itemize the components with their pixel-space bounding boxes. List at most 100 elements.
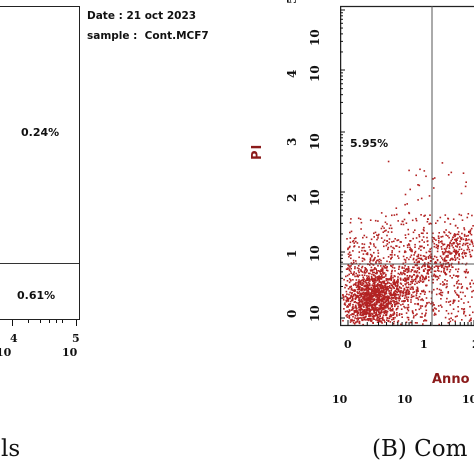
event-dot: [372, 280, 374, 283]
event-dot: [427, 265, 429, 268]
event-dot: [380, 259, 382, 262]
event-dot: [345, 275, 347, 278]
event-dot: [345, 295, 347, 298]
event-dot: [346, 314, 349, 316]
event-dot: [424, 258, 427, 260]
event-dot: [404, 277, 406, 280]
event-dot: [435, 244, 438, 246]
event-dot: [391, 294, 394, 296]
panel-a: 0.24% 0.61% 4 10 5 10 ls: [0, 0, 90, 474]
event-dot: [376, 309, 379, 311]
event-dot: [364, 298, 367, 301]
event-dot: [418, 257, 420, 260]
event-dot: [441, 242, 443, 245]
event-dot: [372, 285, 375, 287]
event-dot: [391, 266, 394, 269]
event-dot: [439, 304, 442, 307]
event-dot: [378, 233, 380, 236]
event-dot: [410, 270, 412, 273]
event-dot: [387, 248, 389, 251]
event-dot: [418, 266, 420, 269]
event-dot: [369, 315, 371, 317]
event-dot: [350, 267, 352, 270]
event-dot: [369, 302, 371, 305]
event-dot: [381, 225, 384, 228]
event-dot: [402, 294, 404, 296]
event-dot: [397, 297, 400, 300]
event-dot: [468, 231, 470, 233]
event-dot: [393, 301, 395, 304]
event-dot: [376, 276, 379, 278]
event-dot: [363, 281, 365, 283]
event-dot: [362, 323, 364, 326]
event-dot: [460, 214, 463, 217]
event-dot: [379, 293, 382, 295]
event-dot: [401, 291, 403, 294]
event-dot: [432, 241, 434, 243]
event-dot: [424, 305, 427, 308]
event-dot: [367, 319, 370, 322]
event-dot: [394, 305, 396, 308]
event-dot: [433, 275, 435, 277]
event-dot: [449, 275, 451, 277]
event-dot: [350, 309, 353, 311]
event-dot: [359, 310, 361, 312]
event-dot: [419, 168, 421, 171]
event-dot: [369, 294, 371, 297]
event-dot: [388, 302, 391, 304]
event-dot: [423, 170, 426, 172]
event-dot: [419, 279, 421, 281]
event-dot: [391, 256, 393, 259]
event-dot: [364, 272, 367, 274]
event-dot: [353, 273, 355, 276]
event-dot: [406, 257, 408, 259]
event-dot: [385, 300, 387, 303]
event-dot: [352, 303, 354, 306]
event-dot: [348, 278, 351, 280]
event-dot: [419, 307, 422, 309]
event-dot: [415, 309, 417, 311]
event-dot: [420, 245, 423, 248]
event-dot: [411, 250, 413, 253]
event-dot: [354, 297, 356, 300]
event-dot: [433, 255, 436, 258]
event-dot: [457, 276, 459, 278]
event-dot: [355, 286, 358, 288]
event-dot: [419, 316, 422, 318]
event-dot: [370, 317, 372, 320]
event-dot: [456, 287, 459, 289]
event-dot: [374, 293, 377, 295]
event-dot: [386, 319, 388, 321]
event-dot: [429, 222, 432, 225]
event-dot: [373, 291, 376, 293]
event-dot: [380, 312, 382, 315]
event-dot: [449, 269, 452, 271]
event-dot: [363, 243, 366, 246]
event-dot: [380, 227, 383, 230]
event-dot: [360, 221, 363, 224]
event-dot: [355, 260, 357, 262]
event-dot: [400, 272, 402, 274]
event-dot: [360, 314, 363, 317]
event-dot: [359, 305, 362, 307]
event-dot: [372, 288, 374, 291]
event-dot: [401, 313, 403, 315]
event-dot: [399, 241, 402, 243]
event-dot: [470, 227, 473, 230]
event-dot: [434, 274, 437, 277]
event-dot: [394, 303, 396, 306]
event-dot: [394, 283, 397, 285]
event-dot: [445, 247, 448, 250]
event-dot: [359, 218, 362, 220]
event-dot: [384, 307, 386, 309]
event-dot: [353, 237, 356, 240]
event-dot: [456, 315, 458, 317]
panel-a-quadrant-hline: [0, 263, 79, 265]
event-dot: [405, 222, 408, 224]
event-dot: [377, 313, 380, 316]
event-dot: [456, 227, 459, 229]
event-dot: [454, 291, 457, 294]
event-dot: [346, 316, 349, 318]
event-dot: [370, 305, 373, 307]
event-dot: [460, 192, 463, 195]
